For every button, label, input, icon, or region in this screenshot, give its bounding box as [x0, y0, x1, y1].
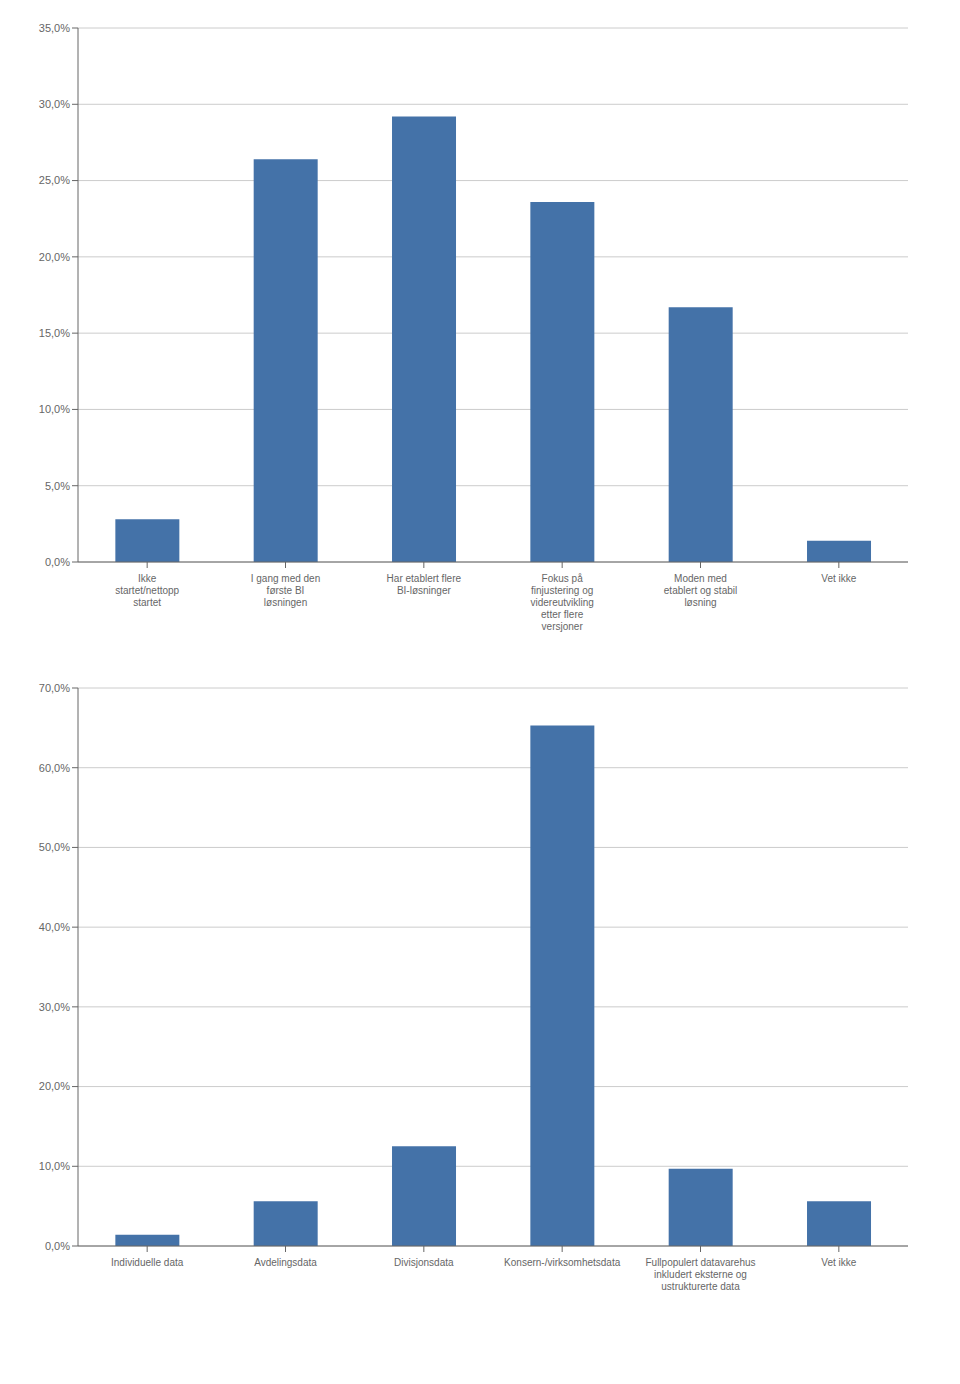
svg-text:I gang med denførste BIløsning: I gang med denførste BIløsningen [251, 573, 321, 608]
svg-text:10,0%: 10,0% [39, 1160, 70, 1172]
svg-text:50,0%: 50,0% [39, 841, 70, 853]
svg-text:0,0%: 0,0% [45, 556, 70, 568]
svg-text:10,0%: 10,0% [39, 403, 70, 415]
svg-text:5,0%: 5,0% [45, 480, 70, 492]
svg-text:20,0%: 20,0% [39, 1080, 70, 1092]
svg-text:Divisjonsdata: Divisjonsdata [394, 1257, 454, 1268]
svg-text:40,0%: 40,0% [39, 921, 70, 933]
svg-text:30,0%: 30,0% [39, 1001, 70, 1013]
svg-text:Vet ikke: Vet ikke [821, 573, 856, 584]
svg-text:Moden medetablert og stabilløs: Moden medetablert og stabilløsning [664, 573, 737, 608]
svg-text:70,0%: 70,0% [39, 682, 70, 694]
svg-text:Konsern-/virksomhetsdata: Konsern-/virksomhetsdata [504, 1257, 621, 1268]
svg-text:30,0%: 30,0% [39, 98, 70, 110]
svg-text:Ikkestartet/nettoppstartet: Ikkestartet/nettoppstartet [115, 573, 179, 608]
svg-text:Individuelle data: Individuelle data [111, 1257, 184, 1268]
svg-text:20,0%: 20,0% [39, 251, 70, 263]
svg-text:35,0%: 35,0% [39, 22, 70, 34]
svg-text:Avdelingsdata: Avdelingsdata [254, 1257, 317, 1268]
svg-text:Vet ikke: Vet ikke [821, 1257, 856, 1268]
svg-text:25,0%: 25,0% [39, 174, 70, 186]
svg-text:Har etablert flereBI-løsninger: Har etablert flereBI-løsninger [387, 573, 462, 596]
svg-text:Fullpopulert datavarehusinklud: Fullpopulert datavarehusinkludert ekster… [645, 1257, 755, 1292]
svg-text:15,0%: 15,0% [39, 327, 70, 339]
svg-text:0,0%: 0,0% [45, 1240, 70, 1252]
svg-text:Fokus påfinjustering ogvidereu: Fokus påfinjustering ogvidereutviklinget… [530, 573, 593, 632]
svg-text:60,0%: 60,0% [39, 762, 70, 774]
